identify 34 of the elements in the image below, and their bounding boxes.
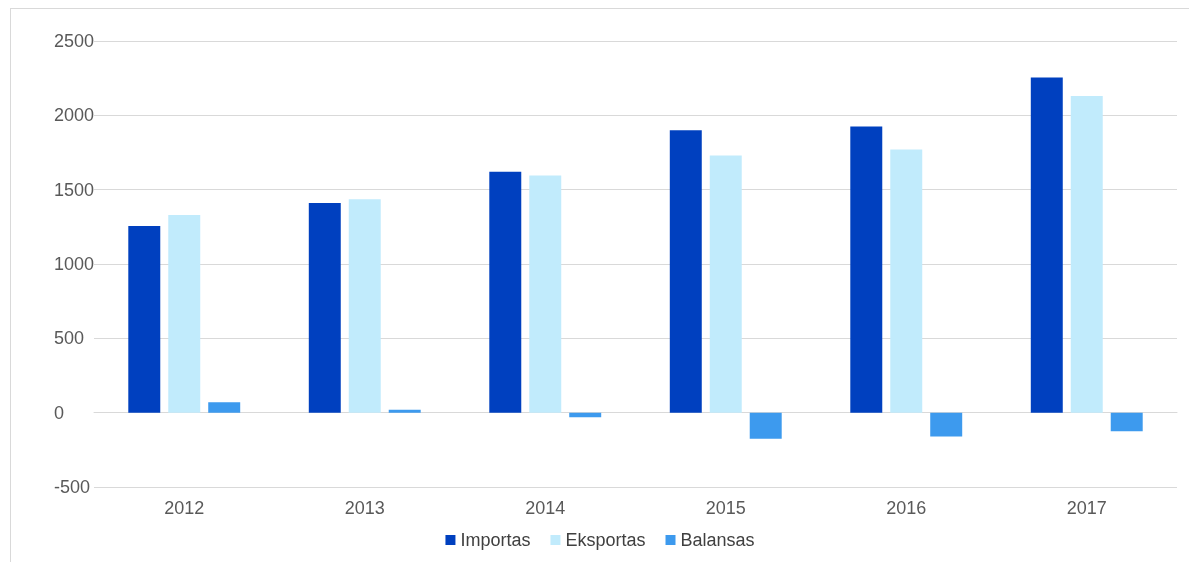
bar [489,171,522,413]
bar [1070,96,1103,413]
legend-label: Balansas [680,530,755,550]
legend-label: Eksportas [565,530,646,550]
x-tick-label: 2015 [705,498,746,518]
bar [930,412,963,437]
bar [1030,77,1063,413]
x-tick-label: 2016 [886,498,927,518]
y-tick-label: 500 [54,328,85,349]
y-tick-label: 1500 [54,179,95,200]
bar [709,155,742,413]
bar [890,149,923,413]
bar [1110,412,1143,432]
bar [569,412,602,418]
bar [168,214,201,413]
y-tick-label: 2000 [54,105,95,126]
bar [749,412,782,439]
bar [669,130,702,413]
y-tick-label: -500 [54,477,91,497]
x-tick-label: 2013 [344,498,385,518]
x-tick-label: 2014 [525,498,566,518]
x-tick-label: 2017 [1066,498,1107,518]
legend-label: Importas [460,530,531,550]
y-tick-label: 0 [54,402,65,423]
y-tick-label: 2500 [54,31,95,51]
y-tick-label: 1000 [54,254,95,274]
bar [348,199,381,413]
bar [529,175,562,413]
x-tick-label: 2012 [164,498,205,518]
bar [308,203,341,413]
bar [128,226,161,413]
bar [850,126,883,413]
bar [208,402,241,413]
bar [388,409,421,413]
